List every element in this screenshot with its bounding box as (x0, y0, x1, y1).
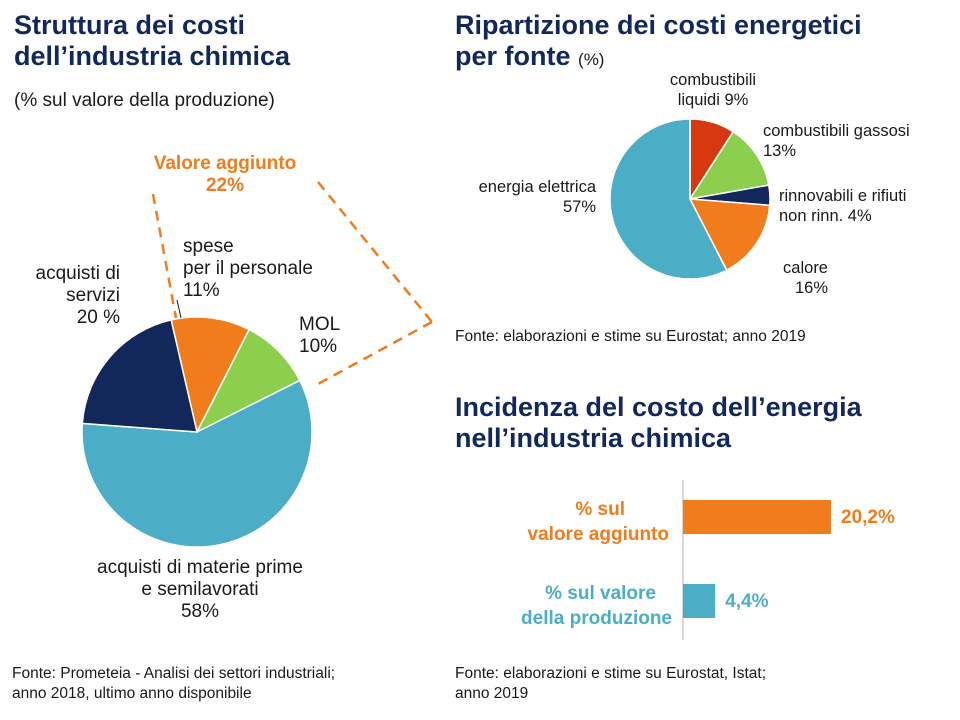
pie1-slice-0 (170, 316, 251, 435)
pie1-slice-2 (81, 379, 313, 548)
pie2-label-gassosi: combustibili gassosi 13% (763, 122, 910, 160)
pie2-slice-1 (688, 130, 770, 201)
energy-incidence-source-line1: Fonte: elaborazioni e stime su Eurostat,… (455, 665, 767, 682)
bar-category-label-valore-aggiunto: % sul valore aggiunto (527, 499, 669, 545)
pie1-slice-3 (81, 319, 198, 433)
pie1-label-personale: spese per il personale 11% (183, 236, 313, 301)
pie2-slice-2 (689, 184, 771, 207)
pie1-label-mol: MOL 10% (299, 314, 341, 357)
energy-incidence-title: Incidenza del costo dell’energia nell’in… (455, 392, 862, 454)
bar-category-label-produzione: % sul valore della produzione (521, 583, 672, 629)
energy-incidence-title-line1: Incidenza del costo dell’energia (455, 392, 862, 422)
energy-sources-title-line1: Ripartizione dei costi energetici (455, 10, 862, 40)
pie1-slice-1 (195, 328, 301, 434)
cost-structure-source-line2: anno 2018, ultimo anno disponibile (12, 685, 252, 702)
cost-structure-source: Fonte: Prometeia - Analisi dei settori i… (12, 664, 335, 704)
pie2-label-liquidi: combustibili liquidi 9% (669, 71, 757, 109)
bar-value-label: 4,4% (725, 591, 769, 612)
cost-structure-title-line2: dell’industria chimica (14, 41, 291, 71)
pie1-callout-dashed-line (317, 181, 433, 323)
energy-incidence-title-line2: nell’industria chimica (455, 423, 732, 453)
bar-1 (683, 584, 716, 618)
cost-structure-title: Struttura dei costi dell’industria chimi… (14, 10, 290, 72)
energy-sources-title-unit: (%) (578, 50, 605, 69)
energy-incidence-source: Fonte: elaborazioni e stime su Eurostat,… (455, 664, 766, 704)
pie1-annotation-valore-aggiunto: Valore aggiunto 22% (153, 153, 297, 196)
pie1-leader-line (176, 299, 182, 319)
energy-sources-title: Ripartizione dei costi energetici per fo… (455, 10, 862, 75)
energy-sources-title-line2: per fonte (455, 41, 571, 71)
pie2-label-calore: calore 16% (783, 259, 828, 297)
bar-0 (683, 500, 831, 534)
cost-structure-title-line1: Struttura dei costi (14, 10, 246, 40)
energy-incidence-source-line2: anno 2019 (455, 685, 529, 702)
energy-sources-source: Fonte: elaborazioni e stime su Eurostat;… (455, 328, 806, 345)
pie2-slice-0 (689, 118, 735, 202)
pie1-callout-dashed-line (151, 193, 178, 319)
bar-value-label: 20,2% (841, 507, 895, 528)
pie1-label-materie-prime: acquisti di materie prime e semilavorati… (97, 557, 303, 622)
pie2-label-elettrica: energia elettrica 57% (478, 178, 596, 216)
cost-structure-subtitle: (% sul valore della produzione) (14, 90, 275, 111)
cost-structure-source-line1: Fonte: Prometeia - Analisi dei settori i… (12, 665, 336, 682)
pie2-label-rinnovabili: rinnovabili e rifiuti non rinn. 4% (779, 187, 907, 225)
pie2-slice-4 (609, 118, 728, 280)
pie1-label-servizi: acquisti di servizi 20 % (35, 263, 121, 328)
